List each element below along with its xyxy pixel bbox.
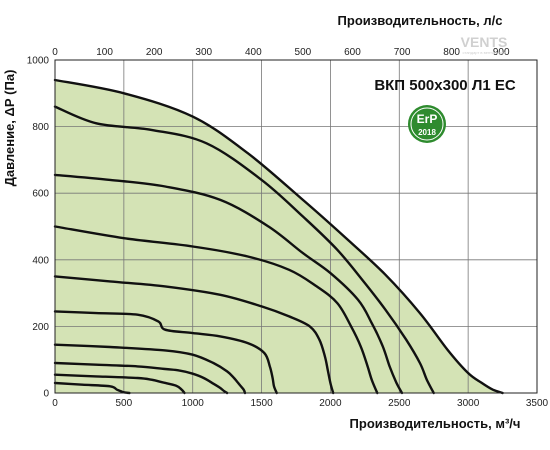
- bottom-axis-title: Производительность, м³/ч: [350, 416, 521, 431]
- y-tick-label: 400: [32, 255, 49, 266]
- watermark-tagline: стандарт в вентиляции: [463, 50, 506, 55]
- x-tick-label: 3500: [526, 398, 549, 409]
- x2-tick-label: 700: [394, 47, 411, 58]
- x2-tick-label: 0: [52, 47, 58, 58]
- y-tick-label: 200: [32, 322, 49, 333]
- erp-badge-ring: [410, 107, 444, 141]
- series-line-1: [53, 78, 504, 395]
- series-line-2: [53, 105, 435, 395]
- brand-watermark: VENTS стандарт в вентиляции: [461, 34, 508, 55]
- y-tick-label: 1000: [27, 56, 50, 67]
- series-line-7: [53, 343, 247, 395]
- erp-badge-circle: [408, 105, 446, 143]
- x2-tick-label: 400: [245, 47, 262, 58]
- x2-tick-label: 300: [195, 47, 212, 58]
- series-group: [53, 78, 504, 395]
- series-line-5: [53, 275, 335, 395]
- erp-badge-icon: ErP 2018: [408, 105, 446, 143]
- x-tick-label: 3000: [457, 398, 480, 409]
- y-tick-label: 800: [32, 122, 49, 133]
- operating-area: [55, 80, 503, 393]
- x2-tick-label: 200: [146, 47, 163, 58]
- area-fill: [55, 80, 503, 393]
- x2-tick-label: 900: [493, 47, 510, 58]
- x2-tick-label: 500: [295, 47, 312, 58]
- x-tick-label: 1000: [182, 398, 205, 409]
- x2-tick-label: 600: [344, 47, 361, 58]
- series-line-8: [53, 361, 229, 395]
- series-line-4: [53, 225, 379, 395]
- x-tick-label: 2000: [319, 398, 342, 409]
- series-line-9: [53, 373, 186, 395]
- series-line-10: [53, 381, 131, 395]
- x-tick-label: 500: [116, 398, 133, 409]
- top-axis-title: Производительность, л/с: [338, 13, 503, 28]
- series-line-6: [53, 310, 278, 395]
- y-tick-label: 0: [43, 389, 49, 400]
- x2-tick-label: 100: [96, 47, 113, 58]
- x-tick-label: 1500: [250, 398, 273, 409]
- x-tick-label: 0: [52, 398, 58, 409]
- plot-frame: [54, 59, 538, 394]
- erp-badge-label: ErP: [417, 112, 438, 126]
- watermark-brand: VENTS: [461, 34, 508, 50]
- x2-tick-label: 800: [443, 47, 460, 58]
- model-title: ВКП 500х300 Л1 ЕС: [374, 77, 516, 94]
- x-tick-label: 2500: [388, 398, 411, 409]
- series-line-3: [53, 173, 404, 395]
- y-tick-label: 600: [32, 189, 49, 200]
- y-axis-title: Давление, ΔР (Па): [2, 70, 17, 187]
- erp-badge-year: 2018: [418, 128, 436, 137]
